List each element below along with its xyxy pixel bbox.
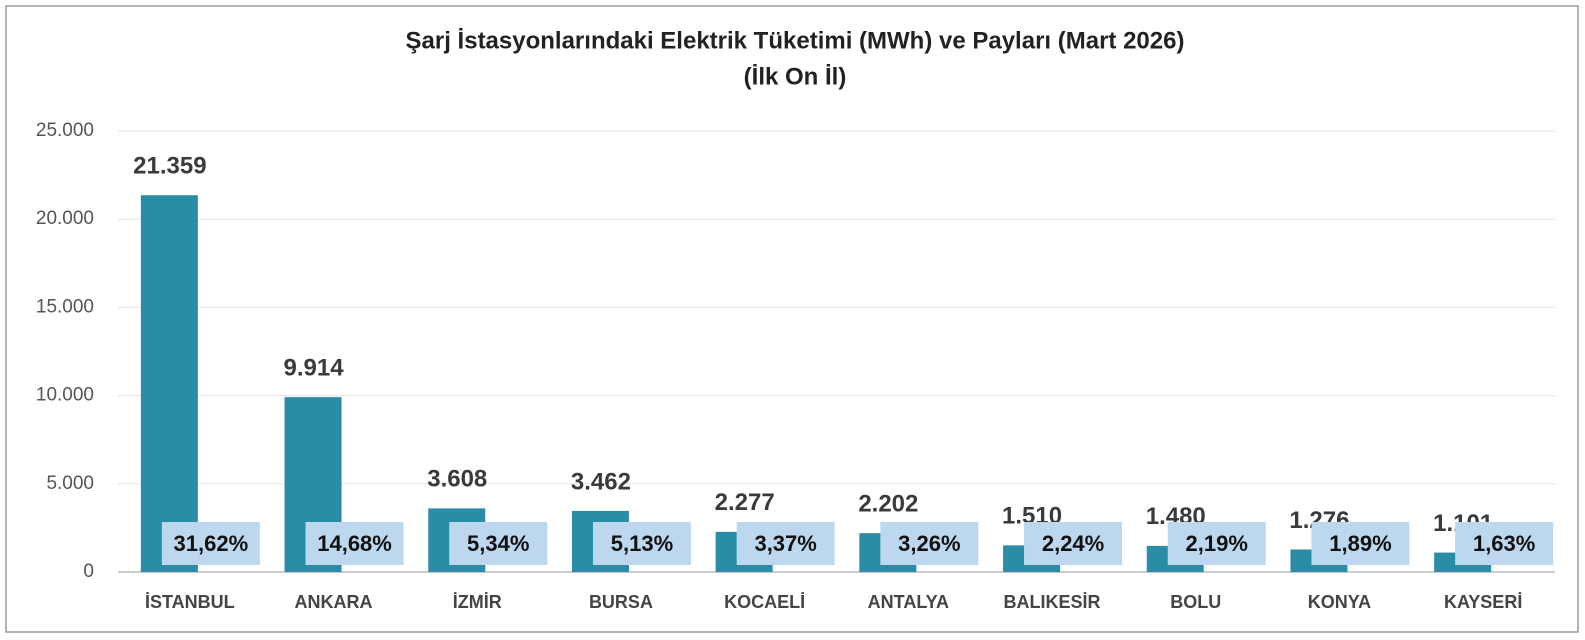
- share-box: [880, 522, 979, 565]
- share-label: 5,13%: [611, 531, 673, 556]
- value-label: 2.202: [858, 491, 918, 518]
- share-box: [1167, 522, 1266, 565]
- x-tick-label: BALIKESİR: [1004, 592, 1101, 612]
- y-tick-label: 20.000: [36, 208, 94, 229]
- share-box: [1455, 522, 1554, 565]
- share-label: 5,34%: [467, 531, 529, 556]
- share-box: [305, 522, 404, 565]
- y-tick-label: 0: [83, 561, 94, 582]
- value-label: 21.359: [133, 153, 206, 180]
- share-box: [1311, 522, 1410, 565]
- share-label: 3,37%: [754, 531, 816, 556]
- y-tick-label: 15.000: [36, 296, 94, 317]
- share-label: 1,63%: [1473, 531, 1535, 556]
- share-box: [161, 522, 260, 565]
- x-tick-label: KAYSERİ: [1444, 592, 1522, 612]
- share-box: [736, 522, 835, 565]
- share-label: 2,19%: [1186, 531, 1248, 556]
- value-label: 3.608: [427, 466, 487, 493]
- x-tick-label: BURSA: [589, 592, 653, 612]
- x-tick-label: KONYA: [1308, 592, 1371, 612]
- x-tick-label: ANKARA: [295, 592, 373, 612]
- share-label: 1,89%: [1329, 531, 1391, 556]
- x-tick-label: ANTALYA: [868, 592, 949, 612]
- x-tick-label: KOCAELİ: [724, 592, 805, 612]
- share-box: [1024, 522, 1123, 565]
- share-box: [592, 522, 691, 565]
- chart-subtitle: (İlk On İl): [744, 63, 847, 90]
- bar: [140, 195, 198, 572]
- share-label: 14,68%: [317, 531, 392, 556]
- y-tick-label: 25.000: [36, 120, 94, 141]
- x-tick-label: BOLU: [1170, 592, 1221, 612]
- value-label: 3.462: [571, 468, 631, 495]
- chart-title: Şarj İstasyonlarındaki Elektrik Tüketimi…: [406, 27, 1185, 54]
- value-label: 9.914: [284, 354, 345, 381]
- share-box: [449, 522, 548, 565]
- share-label: 3,26%: [898, 531, 960, 556]
- x-tick-label: İZMİR: [453, 592, 502, 612]
- share-label: 2,24%: [1042, 531, 1104, 556]
- x-tick-label: İSTANBUL: [145, 592, 235, 612]
- value-label: 2.277: [715, 489, 775, 516]
- y-tick-label: 5.000: [46, 473, 94, 494]
- share-label: 31,62%: [174, 531, 249, 556]
- y-tick-label: 10.000: [36, 385, 94, 406]
